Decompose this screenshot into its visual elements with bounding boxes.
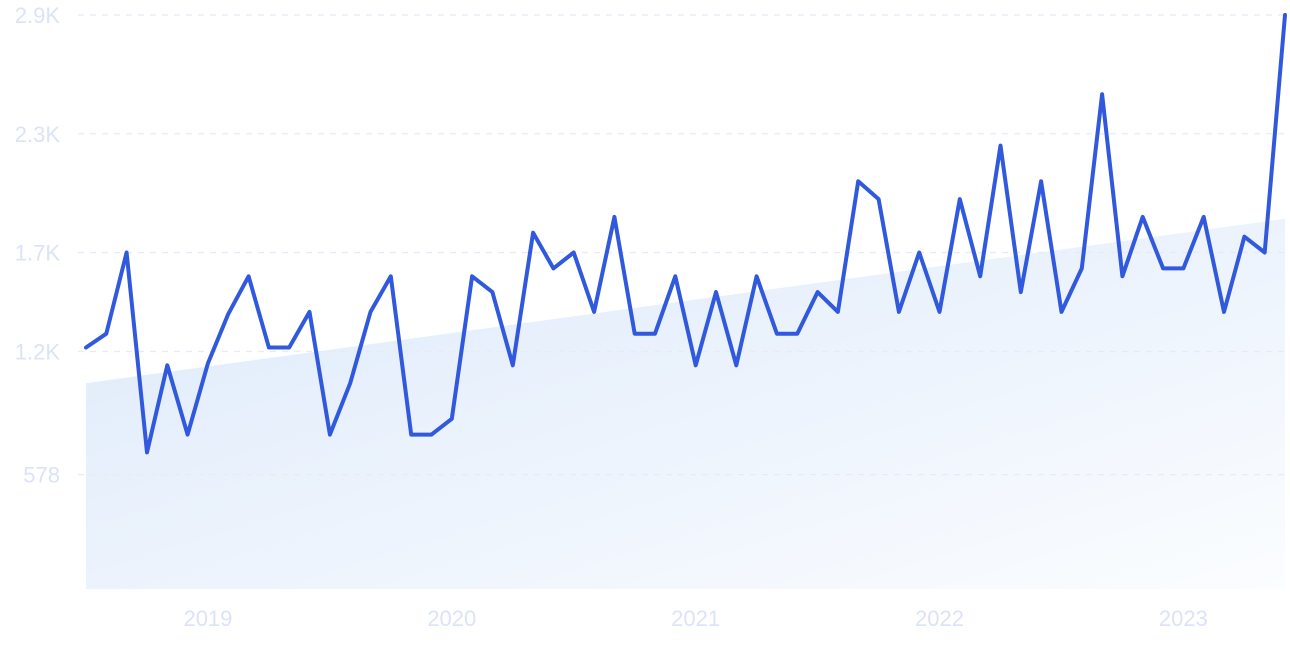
grid-lines (78, 14, 1285, 476)
y-tick-label: 578 (23, 463, 60, 488)
x-tick-label: 2022 (915, 606, 964, 631)
x-axis: 2019 2020 2021 2022 2023 (183, 606, 1207, 631)
series-line (84, 13, 1287, 455)
y-tick-label: 2.3K (15, 122, 61, 147)
y-tick-label: 1.2K (15, 339, 61, 364)
y-tick-label: 2.9K (15, 3, 61, 28)
x-tick-label: 2020 (427, 606, 476, 631)
trend-area (86, 218, 1285, 590)
x-tick-label: 2021 (671, 606, 720, 631)
x-tick-label: 2019 (183, 606, 232, 631)
y-tick-label: 1.7K (15, 241, 61, 266)
series-line-layer (84, 13, 1287, 455)
x-tick-label: 2023 (1159, 606, 1208, 631)
trend-area-layer (86, 218, 1285, 590)
y-axis: 578 1.2K 1.7K 2.3K 2.9K (15, 3, 61, 488)
